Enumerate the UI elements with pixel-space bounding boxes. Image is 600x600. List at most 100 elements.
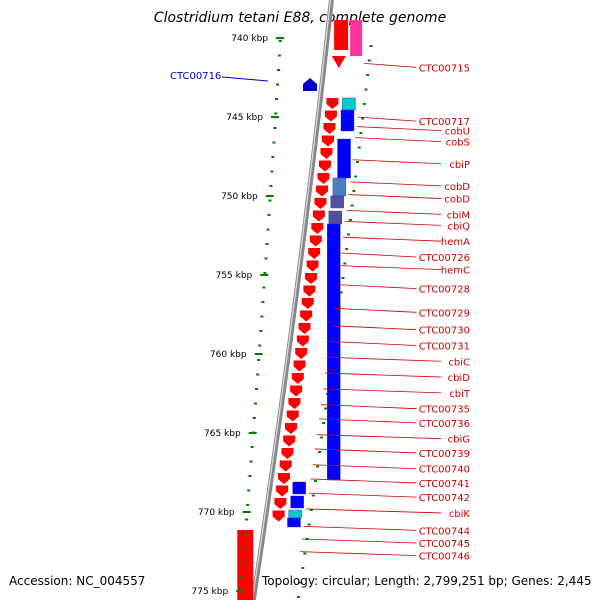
tick-guide [309,509,313,511]
gene-label[interactable]: CTC00740 [419,465,470,476]
gene-arrow [315,185,328,197]
gene-label[interactable]: cbiP [449,160,470,171]
gene-label[interactable]: cobD [444,195,470,206]
gene-label[interactable]: cbiM [447,210,470,221]
gene-label[interactable]: CTC00729 [419,308,470,319]
tick-guide [307,523,311,526]
gene-arrow [312,210,325,222]
leader-line [312,464,417,470]
gene-label[interactable]: CTC00745 [419,539,470,550]
tick-minor [256,373,260,376]
leader-line [336,284,417,289]
tick-minor [263,272,267,274]
map-title: Clostridium tetani E88, complete genome [153,10,447,26]
gene-block-bottom [237,530,254,600]
gene-label[interactable]: CTC00744 [419,526,470,537]
leader-line [320,404,417,410]
gene-arrow-forward [331,56,346,68]
gene-label[interactable]: CTC00739 [419,449,470,460]
gene-label[interactable]: CTC00730 [419,326,470,337]
gene-arrow [296,335,309,347]
genome-backbone-highlight [251,0,331,600]
gene-block-pink [350,20,363,56]
tick-label: 755 kbp [216,271,253,281]
tick-label: 770 kbp [198,508,235,518]
gene-label[interactable]: cobD [444,182,470,193]
tick-label: 750 kbp [221,192,258,202]
tick-label: 765 kbp [204,429,241,439]
gene-label[interactable]: hemA [441,237,470,248]
tick-guide [318,451,322,453]
tick-minor [257,359,261,361]
gene-arrow [300,310,313,322]
leader-line [301,538,417,544]
leader-line [341,252,417,258]
gene-label[interactable]: CTC00731 [419,341,470,352]
tick-guide [354,175,358,178]
leader-line [355,137,442,143]
tick-minor [275,98,279,100]
leader-line [323,388,442,394]
topology-text: Topology: circular; Length: 2,799,251 bp… [262,574,592,588]
gene-arrow [288,398,301,409]
tick-minor [260,315,264,318]
gene-label[interactable]: CTC00726 [419,253,470,264]
tick-guide [355,161,359,163]
leader-line [329,341,417,346]
gene-label[interactable]: CTC00735 [419,405,470,416]
leader-line [333,307,417,313]
tick-minor [246,504,250,506]
gene-arrow [291,373,304,384]
gene-label[interactable]: cobS [446,138,470,149]
gene-label[interactable]: CTC00717 [419,117,470,128]
leader-line [345,221,442,226]
leader-line [325,372,442,378]
gene-arrow [323,123,336,134]
gene-label[interactable]: CTC00742 [419,493,470,504]
tick-minor [274,112,278,115]
leader-line [303,525,417,531]
gene-label[interactable]: CTC00741 [419,479,470,490]
gene-label[interactable]: hemC [441,266,470,277]
tick-minor [252,417,256,419]
tick-minor [261,301,265,303]
gene-arrow [326,98,339,109]
tick-guide [316,465,320,468]
tick-minor [276,69,280,71]
gene-arrow [314,198,327,209]
tick-guide [357,146,361,149]
gene-label[interactable]: cbiG [448,435,470,446]
gene-label[interactable]: cobU [445,127,470,138]
gene-arrow [295,348,308,359]
gene-arrow [318,160,331,172]
tick-minor [271,156,275,158]
tick-minor [255,388,259,390]
leader-line [306,508,442,514]
tick-major [276,37,284,39]
gene-block-reverse [340,109,355,132]
gene-label[interactable]: cbiK [449,509,471,520]
tick-guide [320,436,324,439]
gene-label[interactable]: cbiC [448,357,470,368]
gene-arrow [303,285,316,297]
tick-guide [347,233,351,236]
tick-minor [249,460,253,463]
gene-label[interactable]: CTC00715 [419,63,470,74]
tick-label: 760 kbp [210,350,247,360]
gene-label[interactable]: CTC00736 [419,419,470,430]
gene-label[interactable]: cbiD [448,373,471,384]
gene-label[interactable]: CTC00746 [419,552,470,563]
tick-major [236,590,245,592]
gene-label[interactable]: cbiQ [448,221,471,232]
gene-block-reverse [327,223,341,481]
gene-label[interactable]: CTC00728 [419,285,470,296]
gene-arrow [311,223,324,234]
tick-guide [301,567,305,569]
gene-label[interactable]: CTC00716 [170,71,221,82]
tick-minor [243,533,247,535]
tick-minor [265,243,269,245]
gene-label[interactable]: cbiT [449,389,471,400]
tick-minor [276,83,280,86]
gene-block-reverse [287,517,301,528]
